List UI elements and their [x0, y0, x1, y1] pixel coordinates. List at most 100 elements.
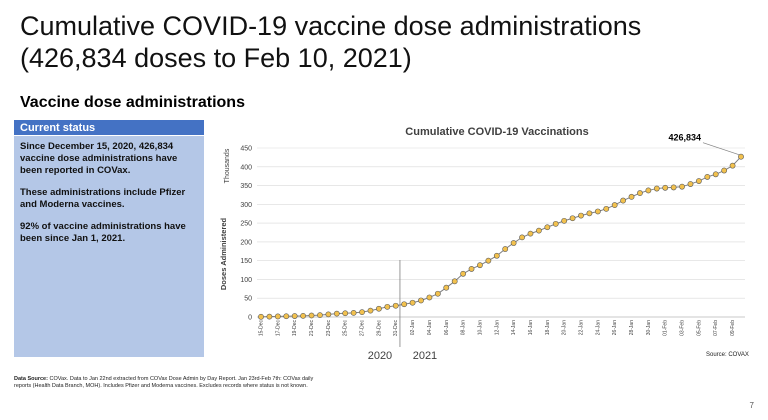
- chart-grid: [257, 147, 745, 318]
- data-point: [384, 303, 391, 310]
- x-tick-label: 21-Dec: [309, 320, 315, 337]
- x-tick-label: 24-Jan: [595, 320, 601, 336]
- data-point: [274, 313, 281, 320]
- status-paragraph-2: These administrations include Pfizer and…: [20, 187, 186, 210]
- y-axis-ticks: 0 50 100 150 200 250 300 350 400 450: [240, 146, 252, 322]
- data-point: [712, 171, 719, 178]
- x-tick-label: 10-Jan: [477, 320, 483, 336]
- data-point: [434, 290, 441, 297]
- x-tick-label: 26-Jan: [612, 320, 618, 336]
- x-tick-label: 19-Dec: [292, 320, 298, 337]
- data-point: [300, 312, 307, 319]
- x-tick-label: 16-Jan: [528, 320, 534, 336]
- vaccination-chart: Cumulative COVID-19 Vaccinations Thousan…: [215, 118, 760, 368]
- footnote-text: COVax. Data to Jan 22nd extracted from C…: [14, 376, 314, 389]
- x-tick-label: 20-Jan: [562, 320, 568, 336]
- data-point: [291, 313, 298, 319]
- data-point: [325, 311, 332, 318]
- x-tick-label: 09-Feb: [730, 320, 736, 336]
- x-tick-label: 27-Dec: [360, 320, 366, 337]
- data-point: [662, 184, 669, 191]
- y-tick-label: 50: [244, 296, 252, 303]
- data-point: [392, 302, 399, 309]
- data-point: [342, 310, 349, 317]
- data-point: [603, 205, 610, 212]
- data-point: [569, 215, 576, 222]
- data-point: [493, 252, 500, 259]
- x-tick-label: 23-Dec: [326, 320, 332, 337]
- data-point: [468, 266, 475, 272]
- y-tick-label: 450: [240, 146, 252, 153]
- x-tick-label: 28-Jan: [629, 320, 635, 336]
- annotation-leader: [702, 142, 740, 156]
- data-point: [670, 184, 677, 191]
- y-tick-label: 0: [248, 315, 252, 322]
- data-point: [527, 230, 534, 237]
- data-point: [418, 297, 424, 304]
- x-tick-label: 04-Jan: [427, 320, 433, 336]
- data-point: [426, 294, 433, 301]
- data-point: [645, 187, 652, 194]
- data-point: [679, 183, 685, 190]
- data-point: [333, 310, 340, 317]
- x-tick-label: 08-Jan: [461, 320, 467, 336]
- status-paragraph-3: 92% of vaccine administrations have been…: [20, 221, 186, 244]
- y-tick-label: 150: [240, 258, 252, 265]
- data-point: [308, 312, 315, 319]
- x-tick-label: 05-Feb: [696, 320, 702, 336]
- data-point: [611, 202, 618, 208]
- x-tick-label: 03-Feb: [680, 320, 686, 336]
- chart-title: Cumulative COVID-19 Vaccinations: [405, 126, 588, 138]
- data-point: [283, 313, 290, 320]
- data-point: [477, 262, 483, 269]
- page-number: 7: [749, 401, 754, 410]
- annotation-label: 426,834: [668, 133, 701, 143]
- data-point: [687, 181, 694, 187]
- status-box-header: Current status: [14, 120, 204, 135]
- series-points: [258, 153, 744, 320]
- data-point: [653, 185, 660, 192]
- x-axis-ticks: 15-Dec 17-Dec 19-Dec 21-Dec 23-Dec 25-Dec 27-D…: [259, 320, 737, 337]
- data-point: [620, 197, 627, 204]
- data-point: [695, 178, 702, 184]
- data-point: [460, 270, 467, 277]
- x-tick-label: 12-Jan: [494, 320, 500, 336]
- data-point: [586, 210, 593, 217]
- x-tick-label: 02-Jan: [410, 320, 416, 336]
- data-point: [266, 313, 273, 320]
- x-tick-label: 15-Dec: [259, 320, 265, 337]
- y-axis-label: Doses Administered: [219, 217, 228, 290]
- data-point: [729, 162, 736, 169]
- x-tick-label: 25-Dec: [343, 320, 349, 337]
- x-tick-label: 01-Feb: [663, 320, 669, 336]
- x-tick-label: 22-Jan: [579, 320, 585, 336]
- status-paragraph-1: Since December 15, 2020, 426,834 vaccine…: [20, 141, 178, 176]
- x-tick-label: 18-Jan: [545, 320, 551, 336]
- data-point: [561, 217, 568, 224]
- series-line: [260, 156, 742, 318]
- data-point: [451, 278, 458, 285]
- section-heading: Vaccine dose administrations: [20, 94, 245, 111]
- data-point: [544, 224, 551, 231]
- data-point: [409, 299, 416, 306]
- data-point: [628, 193, 635, 200]
- data-point: [594, 208, 601, 215]
- x-tick-label: 31-Dec: [393, 320, 399, 337]
- data-point: [317, 312, 323, 319]
- y-tick-label: 200: [240, 239, 252, 246]
- y-tick-label: 100: [240, 277, 252, 284]
- data-point: [519, 234, 525, 241]
- y-tick-label: 300: [240, 202, 252, 209]
- data-point: [738, 153, 744, 160]
- data-point: [350, 309, 357, 316]
- data-point: [443, 284, 450, 291]
- data-point: [485, 257, 492, 264]
- data-point: [258, 313, 264, 320]
- x-tick-label: 30-Jan: [646, 320, 652, 336]
- data-point: [721, 167, 728, 174]
- status-box: Since December 15, 2020, 426,834 vaccine…: [14, 136, 204, 357]
- y-tick-label: 250: [240, 221, 252, 228]
- data-point: [502, 246, 509, 252]
- chart-svg: Cumulative COVID-19 Vaccinations Thousan…: [219, 126, 745, 362]
- data-point: [535, 227, 542, 234]
